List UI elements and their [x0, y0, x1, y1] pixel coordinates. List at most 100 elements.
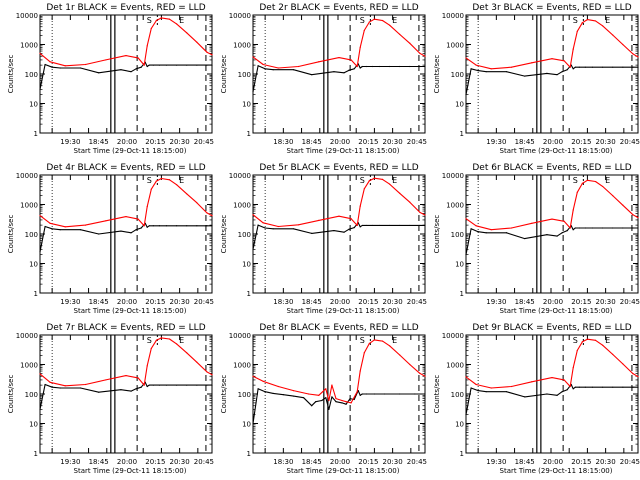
data-point-events [140, 386, 142, 388]
data-point-events [632, 66, 634, 68]
data-point-lld [125, 375, 127, 377]
data-point-events [175, 64, 178, 66]
data-point-events [399, 65, 401, 68]
data-point-events [637, 66, 639, 68]
panel-title: Det 5r BLACK = Events, RED = LLD [259, 163, 418, 173]
y-tick-label: 1000 [20, 42, 38, 50]
data-point-lld [363, 29, 365, 32]
data-point-lld [206, 212, 208, 214]
data-point-events [39, 251, 41, 253]
data-point-events [148, 225, 150, 227]
data-point-events [505, 71, 508, 73]
y-tick-label: 1 [247, 130, 251, 138]
data-point-lld [318, 394, 320, 396]
data-point-events [152, 384, 154, 386]
y-tick-label: 1 [34, 450, 38, 458]
y-tick-label: 10 [242, 101, 251, 109]
x-tick-label: 18:45 [515, 458, 535, 466]
data-point-lld [586, 179, 589, 181]
data-point-events [51, 386, 53, 388]
data-point-lld [39, 215, 41, 217]
data-point-events [556, 235, 558, 237]
data-point-events [315, 401, 317, 403]
data-point-events [371, 65, 373, 68]
data-point-events [311, 74, 313, 76]
x-tick-label: 18:45 [302, 298, 322, 306]
data-point-lld [569, 66, 571, 68]
data-point-events [282, 394, 284, 396]
y-axis-label: Counts/sec [7, 375, 15, 414]
data-point-events [325, 397, 327, 399]
data-point-events [524, 396, 526, 398]
data-point-lld [572, 367, 574, 369]
data-point-events [546, 72, 548, 74]
x-tick-label: 20:00 [330, 138, 350, 146]
data-point-lld [186, 193, 188, 195]
data-point-lld [632, 53, 634, 55]
flag-label: E [179, 16, 184, 25]
data-point-lld [531, 381, 533, 383]
data-point-events [373, 393, 376, 395]
data-point-lld [510, 385, 513, 388]
y-tick-label: 10000 [229, 332, 251, 340]
data-point-events [470, 228, 472, 230]
data-point-lld [350, 218, 352, 220]
data-point-events [365, 224, 367, 227]
data-point-events [591, 227, 594, 229]
data-point-lld [325, 388, 327, 390]
data-point-events [371, 224, 373, 227]
x-tick-label: 20:45 [194, 138, 214, 146]
data-point-events [130, 390, 132, 392]
flag-label: E [605, 16, 610, 25]
data-point-lld [368, 21, 370, 23]
x-tick-label: 19:30 [486, 138, 506, 146]
data-point-lld [551, 58, 553, 60]
data-point-lld [510, 66, 513, 68]
data-point-events [343, 231, 345, 233]
data-point-events [359, 226, 361, 228]
panel-det-3: Det 3r BLACK = Events, RED = LLD 1 10 100 10… [433, 3, 640, 155]
data-point-lld [146, 365, 148, 367]
data-point-lld [252, 375, 254, 377]
y-tick-label: 10 [29, 421, 38, 429]
data-point-events [348, 69, 350, 71]
data-point-events [612, 227, 614, 229]
x-tick-label: 20:45 [194, 298, 214, 306]
data-point-lld [551, 218, 553, 220]
x-axis-label: Start Time (29-Oct-11 18:15:00) [74, 307, 187, 315]
data-point-events [135, 388, 137, 390]
data-point-lld [356, 224, 358, 227]
data-point-lld [632, 373, 634, 375]
data-point-lld [146, 45, 148, 47]
data-point-lld [490, 68, 492, 70]
data-point-lld [331, 384, 333, 386]
flag-label: E [605, 176, 610, 185]
data-point-events [477, 231, 479, 233]
data-point-lld [359, 46, 361, 48]
panel-det-8: Det 8r BLACK = Events, RED = LLD 1 10 100 10… [220, 323, 427, 475]
data-point-lld [569, 227, 571, 229]
data-point-lld [594, 180, 597, 183]
x-tick-label: 18:45 [302, 458, 322, 466]
data-point-events [409, 224, 411, 227]
y-tick-label: 100 [238, 231, 251, 239]
data-point-lld [409, 201, 411, 203]
data-point-lld [612, 353, 614, 355]
x-axis-label: Start Time (29-Oct-11 18:15:00) [74, 467, 187, 475]
x-tick-label: 20:00 [330, 298, 350, 306]
data-point-events [622, 227, 624, 229]
data-point-events [328, 408, 330, 411]
series-line-lld [39, 17, 213, 67]
data-point-events [359, 394, 361, 396]
series-line-events [39, 61, 212, 90]
x-tick-label: 20:45 [407, 138, 427, 146]
x-tick-label: 20:30 [383, 138, 403, 146]
x-tick-label: 20:00 [543, 458, 563, 466]
data-point-lld [160, 177, 163, 180]
data-point-events [572, 68, 574, 70]
data-point-events [584, 227, 586, 229]
x-tick-label: 20:15 [571, 458, 591, 466]
y-tick-label: 10 [455, 101, 464, 109]
data-point-events [465, 254, 467, 256]
data-point-lld [345, 401, 347, 403]
